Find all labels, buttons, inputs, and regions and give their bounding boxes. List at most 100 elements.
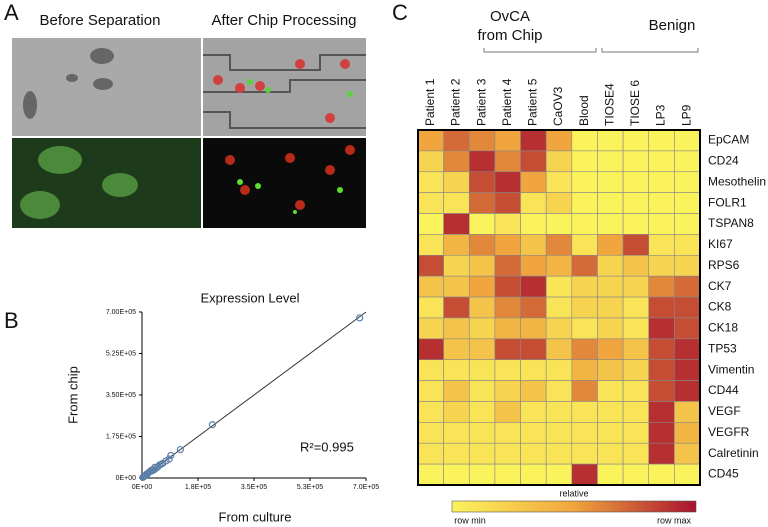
column-label: TIOSE 6 (628, 80, 642, 126)
heatmap-cell (648, 234, 675, 256)
heatmap-cell (674, 338, 701, 361)
column-label: LP9 (679, 104, 693, 126)
heatmap-cell (468, 338, 496, 361)
heatmap-cell (674, 401, 701, 423)
heatmap-cell (571, 213, 598, 235)
heatmap-cell (571, 254, 598, 277)
image-title: After Chip Processing (211, 12, 356, 29)
heatmap-cell (674, 359, 701, 381)
heatmap-cell (571, 275, 598, 298)
heatmap-cell (648, 150, 675, 173)
heatmap-cell (468, 234, 496, 256)
heatmap-cell (545, 129, 573, 152)
heatmap-cell (468, 401, 496, 423)
heatmap-cell (494, 150, 521, 173)
heatmap-cell (674, 254, 701, 277)
row-label: TP53 (708, 341, 737, 355)
x-tick-label: 7.0E+05 (353, 484, 379, 491)
column-label: Patient 4 (500, 78, 514, 126)
row-label: EpCAM (708, 133, 749, 147)
heatmap-cell (545, 192, 573, 214)
heatmap-cell (468, 129, 496, 152)
heatmap-cell (622, 275, 650, 298)
heatmap-cell (468, 192, 496, 214)
heatmap-cell (597, 275, 624, 298)
heatmap-cell (571, 150, 598, 173)
heatmap-cell (443, 401, 470, 423)
heatmap-cell (545, 254, 573, 277)
y-tick-label: 0E+00 (116, 475, 137, 482)
heatmap-cell (417, 150, 444, 173)
point (167, 451, 175, 460)
heatmap-cell (674, 422, 701, 444)
heatmap-cell (545, 338, 573, 361)
heatmap-cell (597, 422, 624, 444)
row-label: Calretinin (708, 446, 759, 460)
heatmap-cell (417, 192, 444, 214)
row-label: Vimentin (708, 362, 754, 376)
panel-label: A (4, 0, 19, 25)
heatmap-cell (494, 234, 521, 256)
row-label: VEGFR (708, 425, 750, 439)
heatmap-cell (443, 275, 470, 298)
column-label: Patient 3 (474, 78, 488, 126)
heatmap-cell (571, 359, 598, 381)
heatmap-cell (622, 234, 650, 256)
heatmap-cell (648, 317, 675, 340)
heatmap-cell (520, 296, 547, 319)
annotation: R²=0.995 (300, 439, 354, 454)
heatmap-cell (545, 380, 573, 402)
heatmap-cell (545, 359, 573, 381)
heatmap-cell (520, 463, 547, 486)
heatmap-cell (674, 296, 701, 319)
heatmap-cell (622, 422, 650, 444)
heatmap-cell (597, 150, 624, 173)
heatmap-cell (417, 254, 444, 277)
heatmap-cell (443, 422, 470, 444)
heatmap-cell (443, 150, 470, 173)
heatmap-cell (597, 254, 624, 277)
heatmap-cell (494, 254, 521, 277)
heatmap-cell (648, 129, 675, 152)
heatmap-cell (417, 275, 444, 298)
heatmap-cell (597, 463, 624, 486)
heatmap-cell (443, 234, 470, 256)
chart-title: Expression Level (201, 290, 300, 305)
heatmap-cell (571, 234, 598, 256)
heatmap-cell (443, 296, 470, 319)
row-label: VEGF (708, 404, 741, 418)
heatmap-cell (443, 213, 470, 235)
heatmap-cell (648, 463, 675, 486)
heatmap-cell (494, 192, 521, 214)
heatmap-cell (417, 213, 444, 235)
heatmap-cell (520, 359, 547, 381)
heatmap-cell (468, 254, 496, 277)
heatmap-cell (545, 442, 573, 465)
heatmap-cell (468, 296, 496, 319)
heatmap-cell (674, 317, 701, 340)
group-bracket (483, 48, 597, 53)
heatmap-cell (443, 463, 470, 486)
heatmap-cell (597, 380, 624, 402)
heatmap-cell (545, 234, 573, 256)
heatmap-cell (648, 442, 675, 465)
colorbar-title: relative (559, 488, 588, 498)
heatmap-cell (597, 234, 624, 256)
heatmap-cell (571, 380, 598, 402)
heatmap-cell (443, 338, 470, 361)
heatmap-cell (571, 129, 598, 152)
heatmap-cell (417, 171, 444, 193)
heatmap-cell (443, 359, 470, 381)
heatmap-cell (597, 171, 624, 193)
column-label: Patient 1 (423, 78, 437, 126)
heatmap-cell (545, 401, 573, 423)
heatmap-cell (494, 463, 521, 486)
y-tick-label: 3.50E+05 (106, 392, 136, 399)
heatmap-cell (468, 380, 496, 402)
heatmap-cell (417, 129, 444, 152)
heatmap-cell (648, 380, 675, 402)
heatmap-cell (622, 463, 650, 486)
heatmap-cell (571, 338, 598, 361)
heatmap-cell (468, 213, 496, 235)
heatmap-cell (494, 442, 521, 465)
